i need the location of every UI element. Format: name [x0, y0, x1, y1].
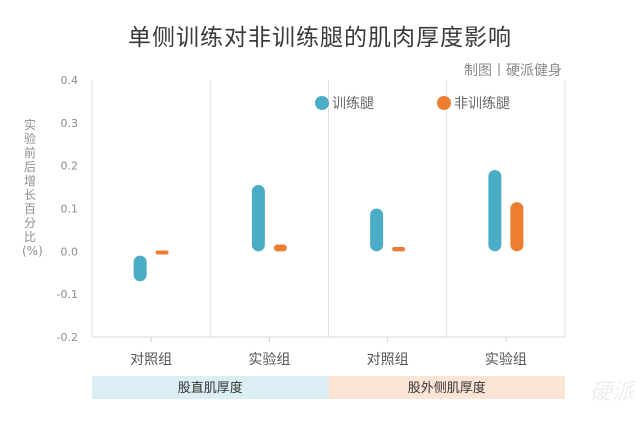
bar-trained-leg — [370, 208, 384, 252]
y-tick-label: -0.1 — [57, 288, 78, 301]
bar-trained-leg — [133, 255, 147, 282]
y-tick-label: 0.1 — [61, 203, 79, 216]
y-axis-label: 实验前后增长百分比(%) — [22, 118, 43, 258]
bar-untrained-leg — [273, 244, 287, 252]
legend-label: 训练腿 — [332, 96, 374, 112]
x-category-label: 对照组 — [130, 352, 172, 368]
legend-label: 非训练腿 — [454, 96, 510, 112]
legend-marker-untrained — [437, 96, 451, 110]
y-tick-label: 0.4 — [61, 74, 79, 87]
group-label: 股外侧肌厚度 — [408, 380, 486, 396]
y-tick-label: 0.3 — [61, 117, 79, 130]
group-label: 股直肌厚度 — [178, 380, 243, 396]
x-category-label: 实验组 — [248, 352, 290, 368]
bar-untrained-leg — [155, 250, 169, 255]
y-tick-label: 0.2 — [61, 160, 79, 173]
bar-untrained-leg — [392, 247, 406, 252]
bar-untrained-leg — [510, 202, 524, 252]
group-band — [92, 376, 329, 399]
chart-credit: 制图丨硬派健身 — [464, 63, 562, 79]
y-tick-label: -0.2 — [57, 331, 78, 344]
bar-trained-leg — [251, 184, 265, 252]
x-category-label: 实验组 — [485, 352, 527, 368]
bar-trained-leg — [488, 169, 502, 252]
group-band — [328, 376, 565, 399]
legend-marker-trained — [315, 96, 329, 110]
watermark-logo: 硬派 — [589, 380, 634, 405]
x-category-label: 对照组 — [367, 352, 409, 368]
chart-title: 单侧训练对非训练腿的肌肉厚度影响 — [128, 25, 512, 51]
y-tick-label: 0.0 — [61, 245, 79, 258]
